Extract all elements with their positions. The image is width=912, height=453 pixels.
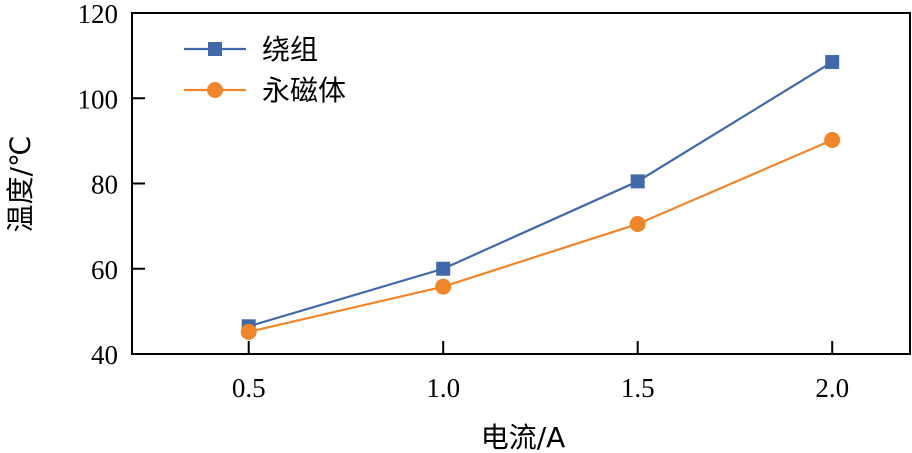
y-tick-label: 100 [78, 84, 119, 114]
x-tick-label: 1.0 [426, 373, 460, 403]
y-tick-label: 60 [91, 255, 118, 285]
data-point-circle [629, 215, 646, 232]
y-tick-label: 80 [91, 170, 118, 200]
data-point-circle [240, 323, 257, 340]
legend-label: 永磁体 [262, 74, 346, 107]
series-group [240, 55, 841, 340]
x-tick-label: 0.5 [232, 373, 266, 403]
x-axis-ticks: 0.5 1.0 1.5 2.0 [232, 341, 849, 403]
y-tick-label: 120 [78, 0, 119, 29]
legend-item-magnet: 永磁体 [184, 74, 346, 107]
y-tick-label: 40 [91, 340, 118, 370]
x-axis-title: 电流/A [481, 421, 566, 453]
data-point-square [825, 55, 840, 70]
x-tick-label: 2.0 [815, 373, 849, 403]
series-line [248, 139, 833, 333]
legend-label: 绕组 [262, 33, 318, 66]
data-point-circle [435, 278, 452, 295]
circle-marker-icon [207, 82, 223, 98]
series-line [248, 61, 833, 328]
data-point-square [436, 261, 451, 276]
y-axis-ticks: 40 60 80 100 120 [78, 0, 145, 370]
data-point-square [630, 174, 645, 189]
legend: 绕组 永磁体 [184, 33, 346, 107]
y-axis-title: 温度/℃ [4, 136, 37, 233]
legend-item-winding: 绕组 [184, 33, 318, 66]
plot-frame [131, 12, 911, 355]
x-tick-label: 1.5 [621, 373, 655, 403]
data-point-circle [824, 132, 841, 149]
square-marker-icon [208, 42, 222, 56]
